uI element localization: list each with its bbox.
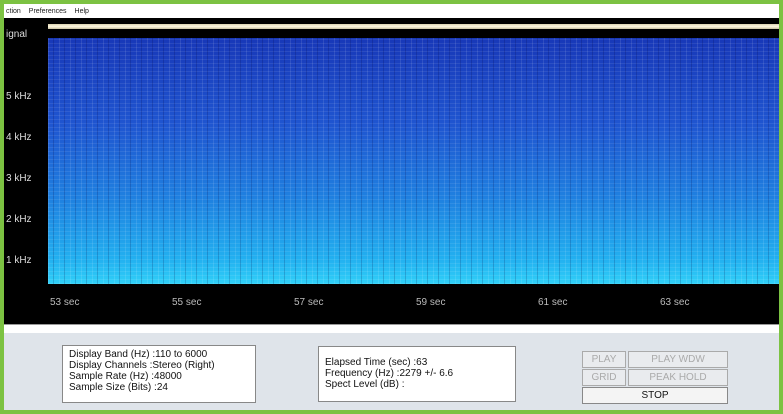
info-value: Stereo (Right) (152, 360, 214, 371)
menu-item[interactable]: Help (75, 8, 89, 15)
info-row: Display Channels :Stereo (Right) (69, 360, 249, 371)
button[interactable]: STOP (582, 387, 728, 404)
info-label: Sample Rate (Hz) : (69, 371, 154, 382)
info-row: Frequency (Hz) :2279 +/- 6.6 (325, 368, 509, 379)
frequency-label: 3 kHz (6, 173, 32, 184)
menu-item[interactable]: Preferences (29, 8, 67, 15)
info-row: Sample Size (Bits) :24 (69, 382, 249, 393)
time-label: 61 sec (538, 297, 567, 308)
time-label: 63 sec (660, 297, 689, 308)
info-value: 2279 +/- 6.6 (399, 368, 453, 379)
app-window: ction Preferences Help ignal Display Band … (0, 0, 783, 414)
scrollbar[interactable] (4, 324, 779, 333)
info-label: Display Channels : (69, 360, 152, 371)
frequency-label: 2 kHz (6, 214, 32, 225)
info-value: 24 (157, 382, 168, 393)
time-label: 57 sec (294, 297, 323, 308)
signal-label: ignal (6, 29, 27, 40)
spectrogram (48, 38, 779, 284)
frequency-label: 4 kHz (6, 132, 32, 143)
info-label: Elapsed Time (sec) : (325, 357, 416, 368)
frequency-label: 1 kHz (6, 255, 32, 266)
button[interactable]: PEAK HOLD (628, 369, 728, 386)
info-label: Display Band (Hz) : (69, 349, 155, 360)
time-label: 55 sec (172, 297, 201, 308)
menu-bar: ction Preferences Help (4, 4, 779, 18)
info-row: Sample Rate (Hz) :48000 (69, 371, 249, 382)
time-label: 53 sec (50, 297, 79, 308)
time-label: 59 sec (416, 297, 445, 308)
info-label: Sample Size (Bits) : (69, 382, 157, 393)
info-row: Display Band (Hz) :110 to 6000 (69, 349, 249, 360)
info-value: 48000 (154, 371, 182, 382)
info-value: 110 to 6000 (155, 349, 207, 360)
info-row: Spect Level (dB) : (325, 379, 509, 390)
button[interactable]: PLAY WDW (628, 351, 728, 368)
button[interactable]: PLAY (582, 351, 626, 368)
info-label: Frequency (Hz) : (325, 368, 399, 379)
button[interactable]: GRID (582, 369, 626, 386)
info-value: 63 (416, 357, 427, 368)
frequency-label: 5 kHz (6, 91, 32, 102)
info-row: Elapsed Time (sec) :63 (325, 357, 509, 368)
info-label: Spect Level (dB) : (325, 379, 404, 390)
signal-trace (48, 24, 779, 29)
menu-item[interactable]: ction (6, 8, 21, 15)
